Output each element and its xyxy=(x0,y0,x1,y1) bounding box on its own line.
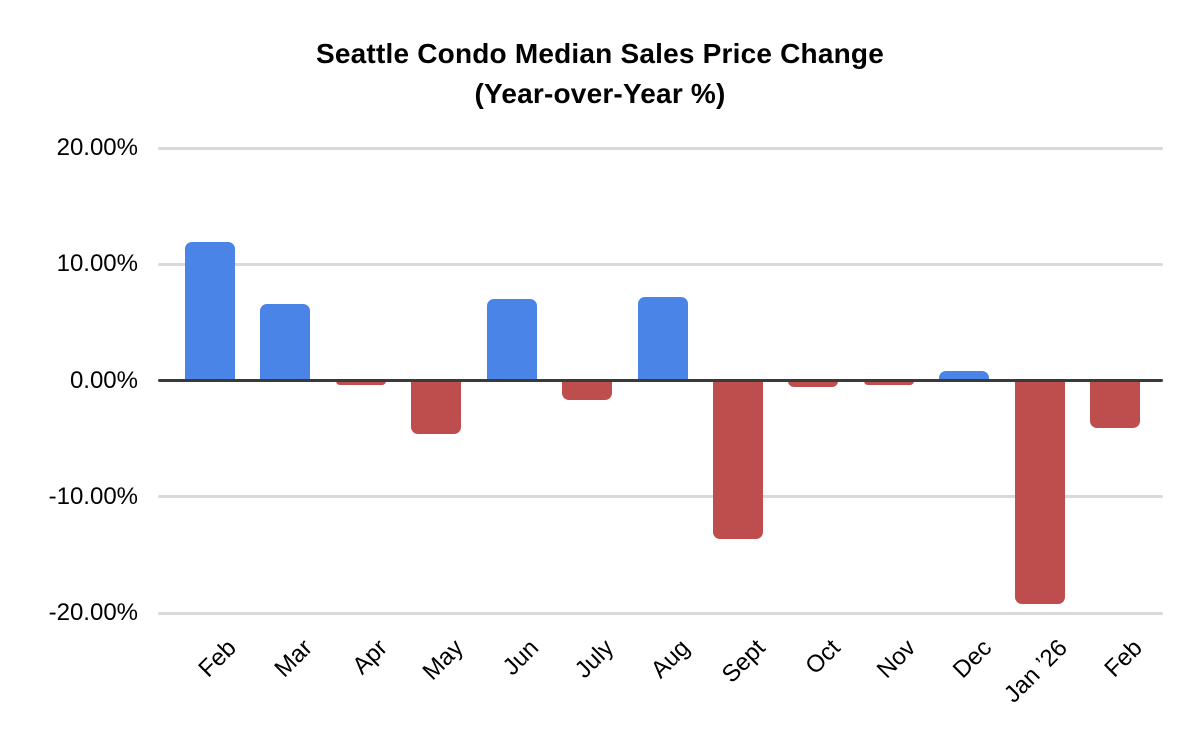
gridline-10.00% xyxy=(158,262,1163,266)
chart-subtitle: (Year-over-Year %) xyxy=(474,78,726,109)
bar-slot: Feb xyxy=(172,148,247,683)
bar-slot: Nov xyxy=(851,148,926,684)
x-axis-category-label: Oct xyxy=(800,634,846,680)
bar-slot: July xyxy=(549,148,624,684)
plot-area: Feb Mar Apr May Jun July Aug Sept Oct Nov Dec Jan ’… xyxy=(158,146,1163,708)
bar-jan-26-11 xyxy=(1014,380,1065,604)
bar-apr-2 xyxy=(335,380,386,386)
y-axis-tick-label: 20.00% xyxy=(56,134,138,161)
x-axis-category-label: Jun xyxy=(497,634,544,681)
x-axis-category-label: May xyxy=(417,634,469,686)
x-axis-category-label: Feb xyxy=(1099,634,1148,683)
x-axis-category-label: Nov xyxy=(872,634,922,684)
bar-sept-7 xyxy=(713,380,764,539)
bar-dec-10 xyxy=(939,371,990,381)
x-axis-category-label: Apr xyxy=(347,634,394,680)
bar-slot: Aug xyxy=(625,148,700,684)
bar-feb-12 xyxy=(1090,380,1141,429)
x-axis-category-label: Mar xyxy=(269,634,318,683)
y-axis-tick-label: -10.00% xyxy=(48,482,138,510)
bar-oct-8 xyxy=(788,380,839,388)
bar-slot: Feb xyxy=(1078,148,1153,683)
bar-slot: Mar xyxy=(247,148,322,683)
gridline-20.00% xyxy=(158,146,1163,150)
chart-title-block: Seattle Condo Median Sales Price Change … xyxy=(0,34,1200,114)
bar-slot: Jan ’26 xyxy=(998,148,1077,708)
x-axis-zero-line xyxy=(158,379,1163,382)
bar-may-3 xyxy=(411,380,462,434)
bar-jun-4 xyxy=(486,299,537,381)
bar-aug-6 xyxy=(637,296,688,381)
x-axis-category-label: Jan ’26 xyxy=(998,634,1073,709)
bar-slot: Apr xyxy=(323,148,398,680)
bar-slot: Jun xyxy=(474,148,549,681)
bar-slot: May xyxy=(398,148,473,685)
x-axis-category-label: Sept xyxy=(716,634,771,689)
bar-july-5 xyxy=(562,380,613,401)
bar-slot: Sept xyxy=(700,148,775,688)
gridline--20.00% xyxy=(158,611,1163,615)
bar-mar-1 xyxy=(260,303,311,381)
y-axis-tick-label: -20.00% xyxy=(48,599,138,626)
gridline--10.00% xyxy=(158,495,1163,499)
bars-container: Feb Mar Apr May Jun July Aug Sept Oct Nov Dec Jan ’… xyxy=(158,148,1163,708)
bar-feb-0 xyxy=(184,242,235,381)
x-axis-category-label: Dec xyxy=(947,634,997,684)
bar-slot: Oct xyxy=(776,148,851,680)
x-axis-category-label: July xyxy=(570,634,620,684)
y-axis-tick-label: 0.00% xyxy=(69,366,138,394)
x-axis-category-label: Aug xyxy=(645,634,695,684)
y-axis-tick-label: 10.00% xyxy=(56,250,138,278)
x-axis-category-label: Feb xyxy=(193,634,243,683)
bar-slot: Dec xyxy=(927,148,1002,684)
chart-title: Seattle Condo Median Sales Price Change xyxy=(316,38,884,69)
bar-nov-9 xyxy=(863,380,914,386)
